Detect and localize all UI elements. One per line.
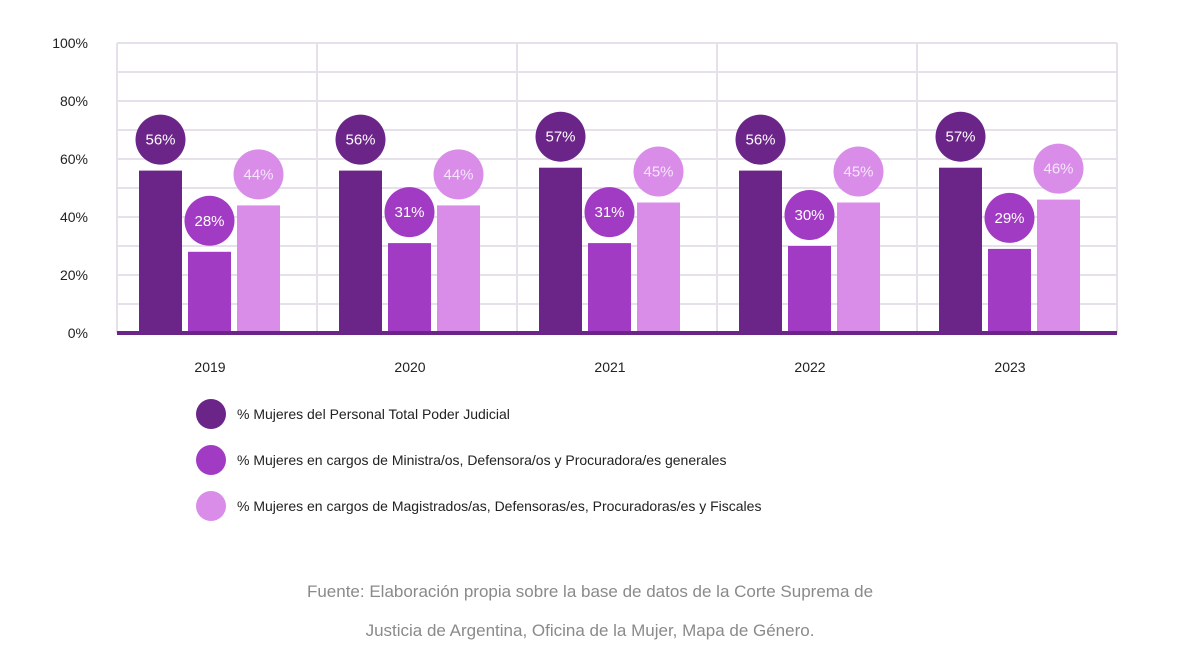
data-label: 56%: [145, 132, 175, 149]
bar-chart: 0% 20% 40% 60% 80% 100% 56% 28% 44% 2019 56% 31% 44%…: [52, 35, 1118, 521]
x-tick-label: 2021: [594, 359, 625, 375]
y-tick-label: 0%: [68, 325, 88, 341]
bar-2022-series-2: [788, 246, 831, 333]
x-tick-label: 2019: [194, 359, 225, 375]
data-label-bubble: [433, 149, 484, 200]
data-label: 56%: [345, 132, 375, 149]
data-label-bubble: [833, 146, 884, 197]
data-label-bubble: [335, 114, 386, 165]
y-tick-label: 100%: [52, 35, 88, 51]
data-label: 44%: [443, 166, 473, 183]
data-label: 45%: [643, 164, 673, 181]
data-label-bubble: [984, 192, 1035, 243]
bar-2023-series-2: [988, 248, 1031, 333]
data-label: 31%: [594, 204, 624, 221]
bar-2019-series-1: [139, 170, 182, 333]
data-label: 31%: [394, 204, 424, 221]
data-label-bubble: [535, 111, 586, 162]
data-label: 44%: [243, 166, 273, 183]
legend-swatch: [196, 491, 226, 521]
data-label-bubble: [233, 149, 284, 200]
data-label-bubble: [184, 195, 235, 246]
x-tick-label: 2022: [794, 359, 825, 375]
bar-2022-series-1: [739, 170, 782, 333]
bar-2023-series-3: [1037, 199, 1080, 333]
bar-2019-series-3: [237, 205, 280, 333]
legend-label: % Mujeres del Personal Total Poder Judic…: [237, 406, 510, 422]
bar-2022-series-3: [837, 202, 880, 333]
data-label: 45%: [843, 164, 873, 181]
bar-2019-series-2: [188, 251, 231, 333]
data-label: 29%: [994, 210, 1024, 227]
bar-2021-series-2: [588, 243, 631, 333]
source-note-line-2: Justicia de Argentina, Oficina de la Muj…: [365, 621, 815, 640]
data-label: 46%: [1043, 161, 1073, 178]
data-label-bubble: [633, 146, 684, 197]
data-label: 57%: [945, 129, 975, 146]
source-note-line-1: Fuente: Elaboración propia sobre la base…: [306, 582, 874, 601]
data-label: 56%: [745, 132, 775, 149]
legend-swatch: [196, 399, 226, 429]
data-label-bubble: [384, 187, 435, 238]
data-label-bubble: [784, 190, 835, 240]
y-tick-label: 80%: [60, 93, 88, 109]
data-label-bubble: [935, 111, 986, 162]
data-label: 30%: [794, 207, 824, 224]
x-tick-label: 2020: [394, 359, 425, 375]
data-label: 28%: [194, 213, 224, 230]
data-label-bubble: [735, 114, 786, 165]
legend-label: % Mujeres en cargos de Magistrados/as, D…: [237, 498, 761, 514]
bar-2021-series-1: [539, 167, 582, 333]
y-tick-label: 40%: [60, 209, 88, 225]
x-tick-label: 2023: [994, 359, 1025, 375]
data-label-bubble: [1033, 143, 1084, 194]
bar-2020-series-3: [437, 205, 480, 333]
bar-2020-series-2: [388, 243, 431, 333]
data-label-bubble: [584, 187, 635, 238]
y-tick-label: 20%: [60, 267, 88, 283]
y-tick-label: 60%: [60, 151, 88, 167]
bar-2020-series-1: [339, 170, 382, 333]
legend-swatch: [196, 445, 226, 475]
bar-2023-series-1: [939, 167, 982, 333]
data-label: 57%: [545, 129, 575, 146]
data-label-bubble: [135, 114, 186, 165]
legend-label: % Mujeres en cargos de Ministra/os, Defe…: [237, 452, 726, 468]
bar-2021-series-3: [637, 202, 680, 333]
